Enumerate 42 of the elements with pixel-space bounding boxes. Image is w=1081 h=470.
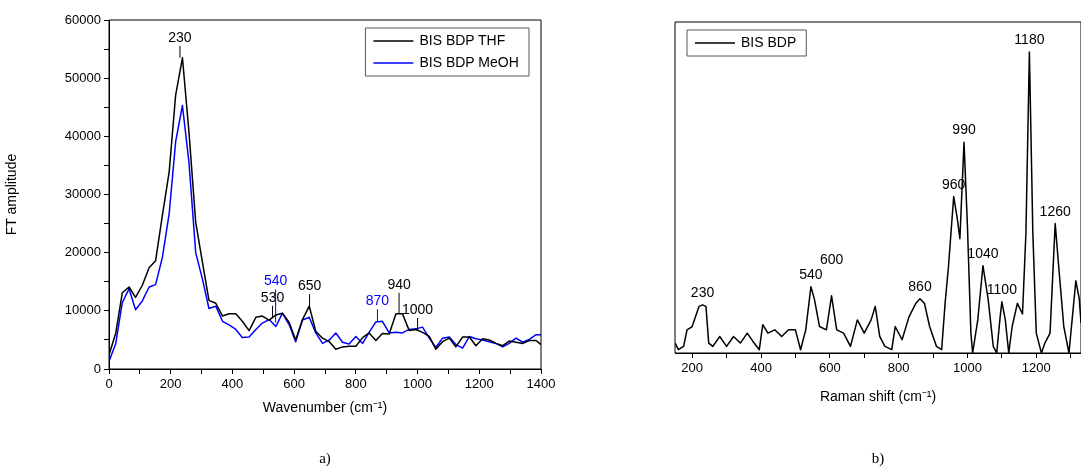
x-tick-label: 600 xyxy=(283,376,305,392)
annotation: 540 xyxy=(799,265,823,282)
annotation: 230 xyxy=(168,28,192,45)
x-tick-label: 200 xyxy=(159,376,182,392)
legend-label: BIS BDP THF xyxy=(419,31,506,48)
x-tick-label: 1000 xyxy=(403,376,433,392)
legend-label: BIS BDP xyxy=(741,33,797,50)
x-tick-label: 800 xyxy=(345,376,367,392)
x-tick-label: 400 xyxy=(221,376,244,392)
annotation: 1260 xyxy=(1039,202,1071,219)
annotation: 1000 xyxy=(401,301,434,318)
annotation: 870 xyxy=(365,292,390,309)
y-tick-label: 30000 xyxy=(64,186,101,202)
x-tick-label: 1400 xyxy=(526,376,556,392)
x-tick-label: 0 xyxy=(105,376,113,392)
annotation: 650 xyxy=(297,277,322,294)
y-tick-label: 20000 xyxy=(64,244,101,260)
y-axis-title: FT amplitude xyxy=(3,153,20,236)
x-tick-label: 1200 xyxy=(464,376,494,392)
x-tick-label: 1000 xyxy=(953,360,982,376)
annotation: 860 xyxy=(908,277,932,294)
x-axis-title: Raman shift (cm⁻¹) xyxy=(819,388,937,405)
text: a) xyxy=(319,450,331,467)
annotation: 230 xyxy=(690,283,715,300)
x-tick-label: 600 xyxy=(818,360,841,376)
y-tick-label: 50000 xyxy=(64,69,101,85)
annotation: 600 xyxy=(819,250,844,267)
x-tick-label: 400 xyxy=(750,360,772,376)
text: b) xyxy=(871,450,885,467)
annotation: 940 xyxy=(387,275,411,292)
annotation: 1100 xyxy=(986,280,1018,297)
x-tick-label: 1200 xyxy=(1021,360,1051,376)
legend-label: BIS BDP MeOH xyxy=(419,53,519,70)
annotation: 1180 xyxy=(1014,31,1045,48)
x-tick-label: 200 xyxy=(681,360,704,376)
y-tick-label: 40000 xyxy=(64,127,101,143)
x-axis-title: Wavenumber (cm⁻¹) xyxy=(262,399,388,416)
annotation: 990 xyxy=(952,121,976,138)
annotation: 540 xyxy=(263,272,288,289)
y-tick-label: 10000 xyxy=(64,302,101,318)
y-tick-label: 60000 xyxy=(64,11,101,27)
x-tick-label: 800 xyxy=(887,360,910,376)
